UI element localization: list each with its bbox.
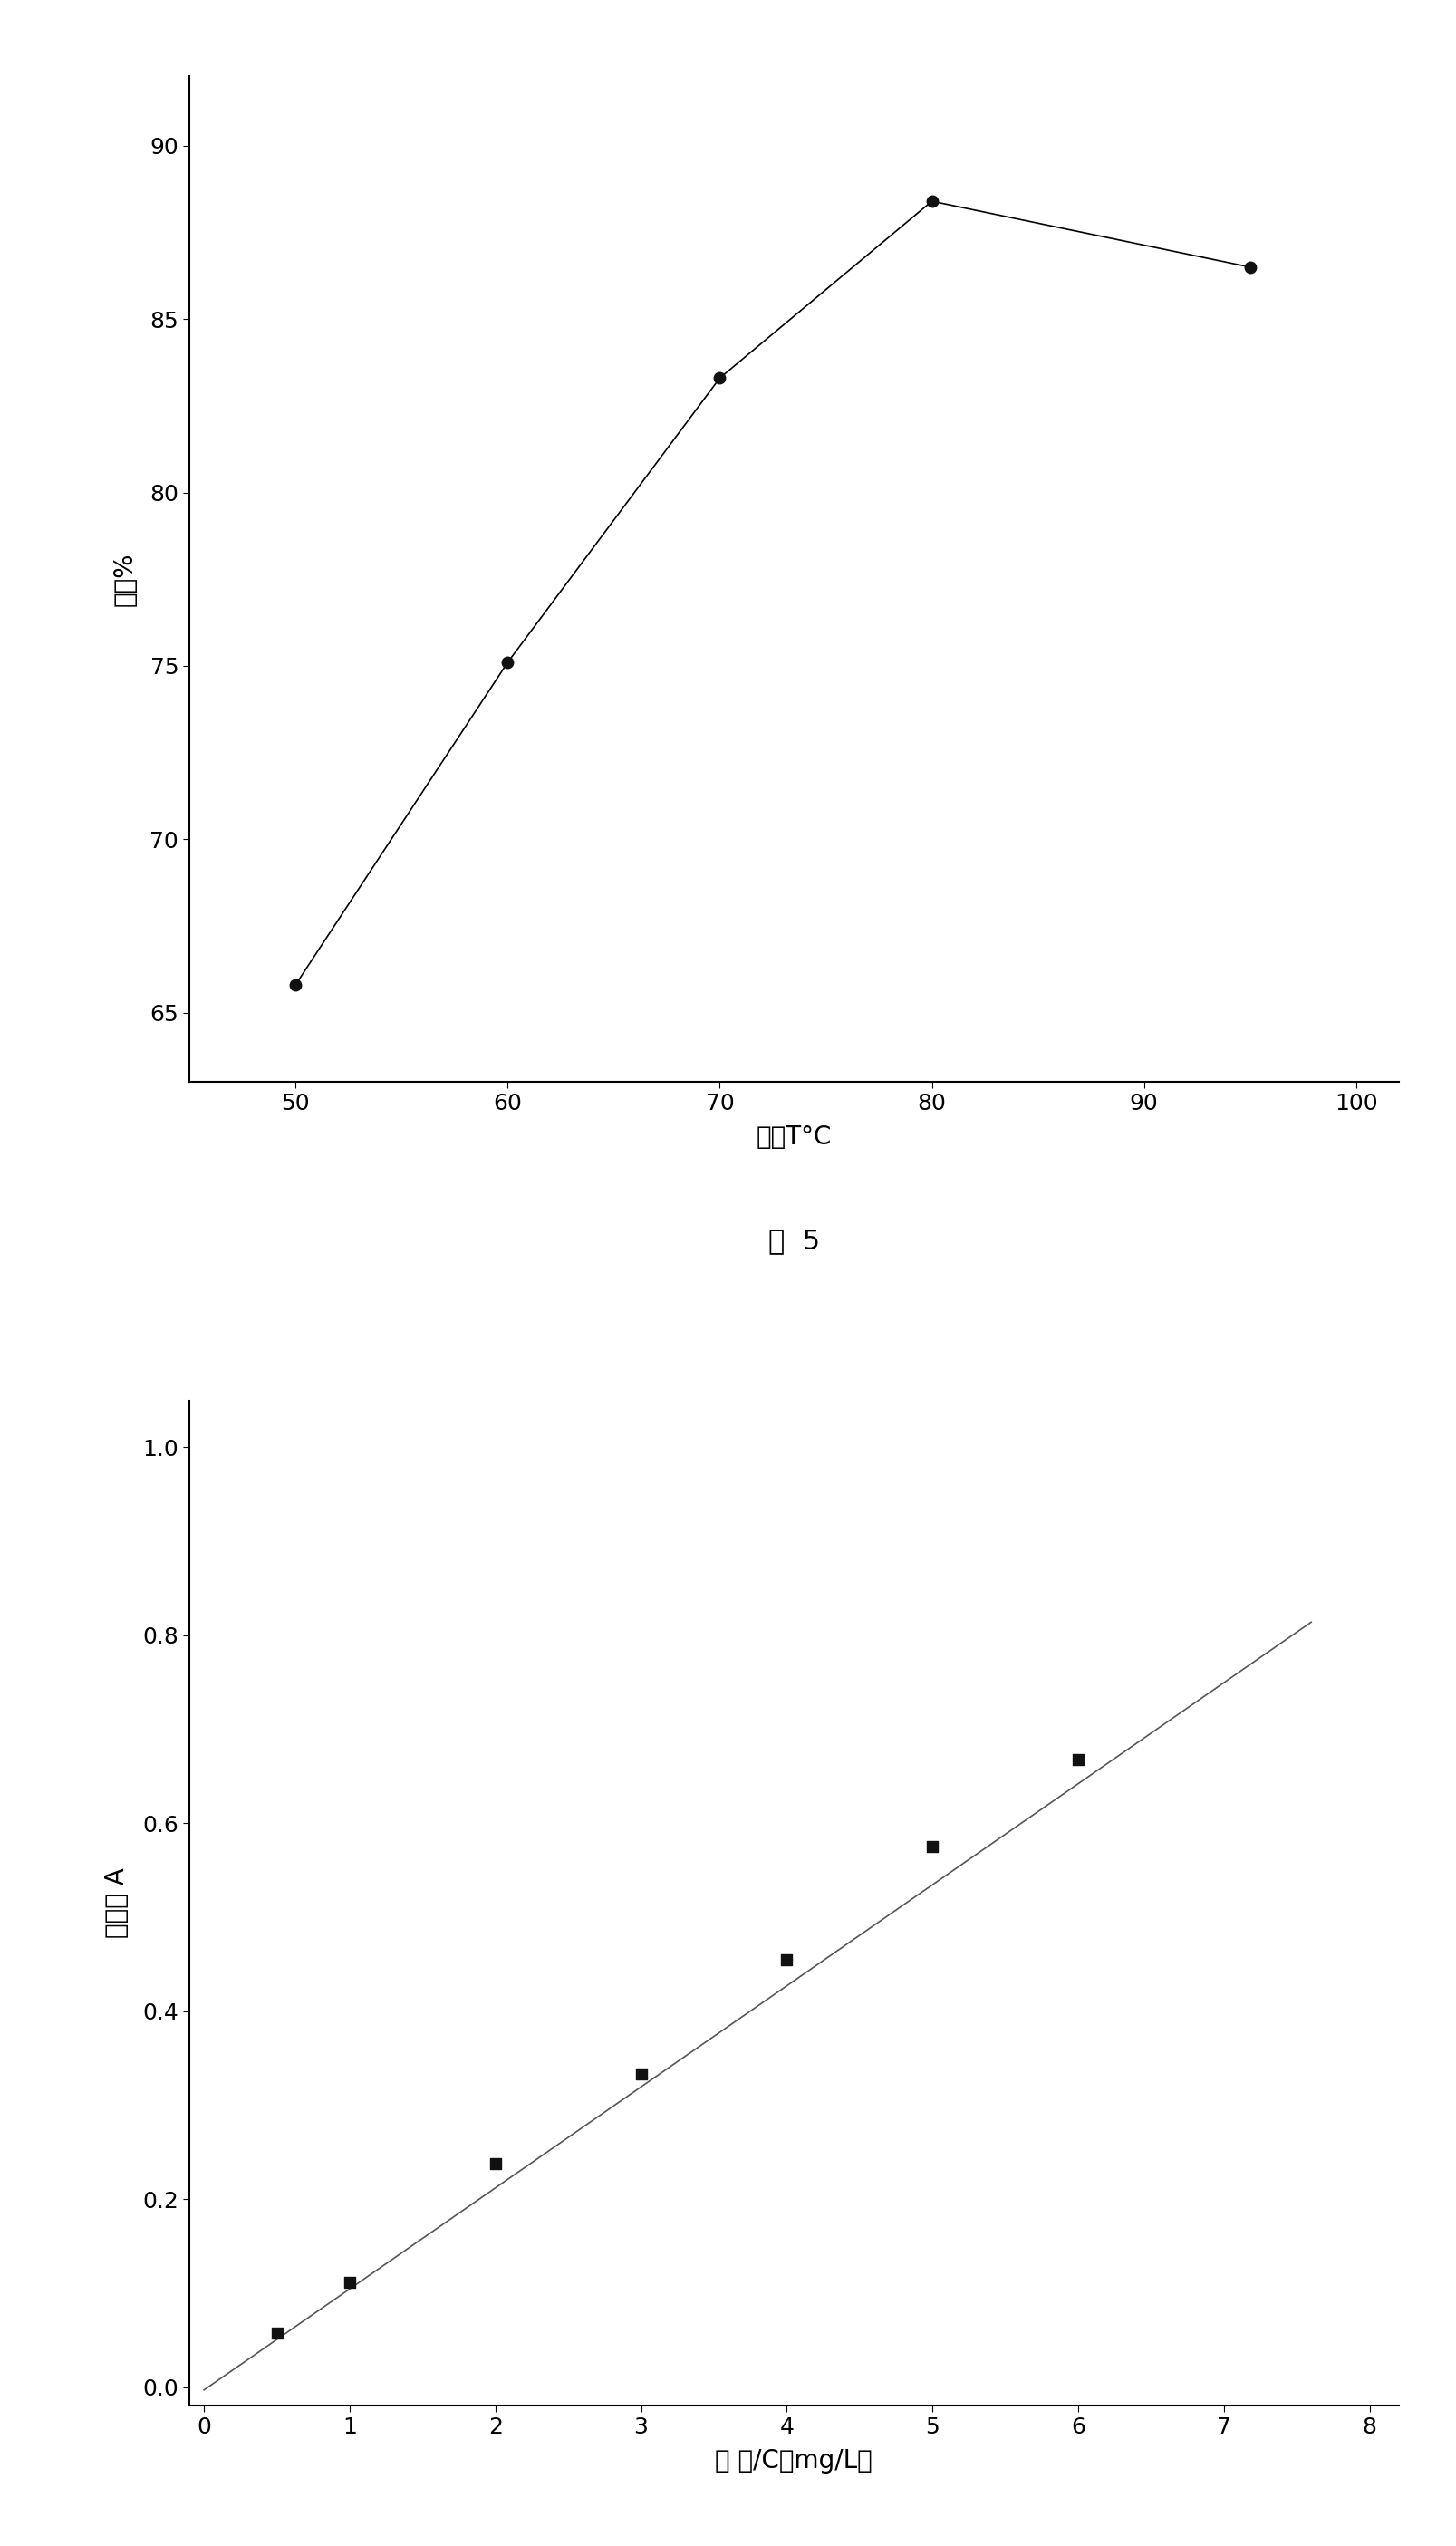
Point (629, 2055, 652, 2095)
Point (920, 1825, 943, 1866)
Point (775, 1940, 798, 1981)
X-axis label: 浓 度/C（mg/L）: 浓 度/C（mg/L） (715, 2449, 872, 2475)
Y-axis label: 吸光度 A: 吸光度 A (105, 1869, 130, 1938)
Point (265, 2312, 288, 2353)
X-axis label: 温度T°C: 温度T°C (756, 1125, 831, 1151)
Point (338, 2261, 361, 2302)
Point (1066, 1739, 1089, 1780)
Y-axis label: 产率%: 产率% (112, 552, 137, 606)
Text: 图  5: 图 5 (767, 1227, 820, 1255)
Point (483, 2144, 507, 2184)
